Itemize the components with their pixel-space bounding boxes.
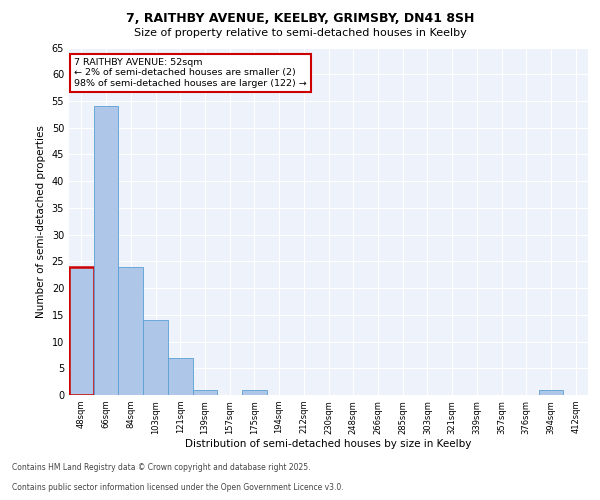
Bar bbox=[69, 266, 94, 395]
Text: Contains HM Land Registry data © Crown copyright and database right 2025.: Contains HM Land Registry data © Crown c… bbox=[12, 464, 311, 472]
Bar bbox=[242, 390, 267, 395]
X-axis label: Distribution of semi-detached houses by size in Keelby: Distribution of semi-detached houses by … bbox=[185, 440, 472, 450]
Bar bbox=[118, 266, 143, 395]
Bar bbox=[539, 390, 563, 395]
Bar bbox=[94, 106, 118, 395]
Text: 7, RAITHBY AVENUE, KEELBY, GRIMSBY, DN41 8SH: 7, RAITHBY AVENUE, KEELBY, GRIMSBY, DN41… bbox=[126, 12, 474, 26]
Text: Size of property relative to semi-detached houses in Keelby: Size of property relative to semi-detach… bbox=[134, 28, 466, 38]
Bar bbox=[143, 320, 168, 395]
Text: Contains public sector information licensed under the Open Government Licence v3: Contains public sector information licen… bbox=[12, 484, 344, 492]
Bar bbox=[193, 390, 217, 395]
Y-axis label: Number of semi-detached properties: Number of semi-detached properties bbox=[36, 125, 46, 318]
Bar bbox=[168, 358, 193, 395]
Text: 7 RAITHBY AVENUE: 52sqm
← 2% of semi-detached houses are smaller (2)
98% of semi: 7 RAITHBY AVENUE: 52sqm ← 2% of semi-det… bbox=[74, 58, 307, 88]
